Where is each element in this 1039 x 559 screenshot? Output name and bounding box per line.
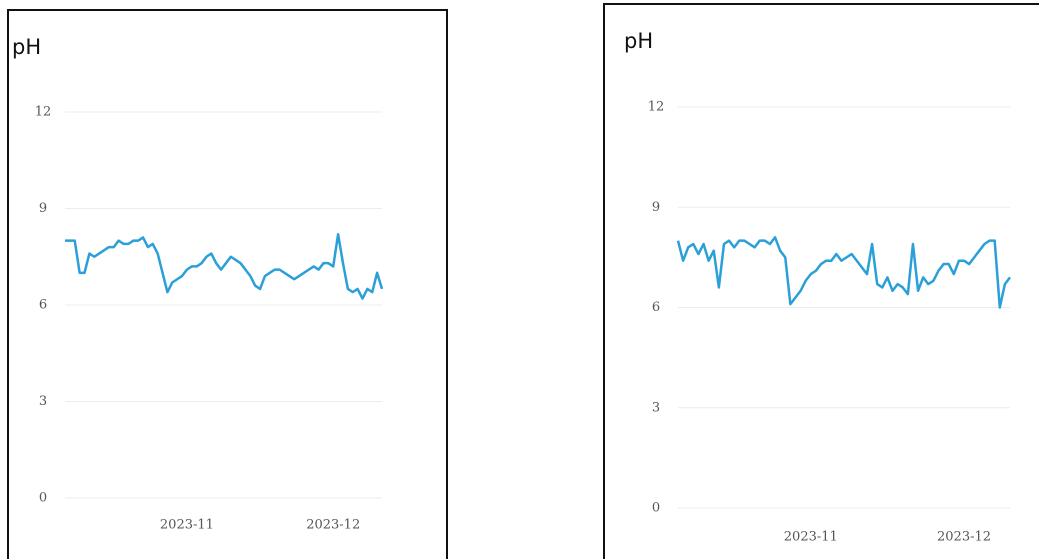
- y-tick-label: 0: [39, 491, 47, 506]
- x-tick-label: 2023-12: [306, 518, 360, 533]
- y-tick-label: 0: [652, 501, 660, 516]
- panel: [603, 3, 1039, 559]
- y-tick-label: 9: [39, 201, 47, 216]
- chart-title: pH: [12, 35, 41, 59]
- y-tick-label: 6: [652, 300, 660, 315]
- y-tick-label: 12: [648, 100, 665, 115]
- x-tick-label: 2023-11: [160, 518, 214, 533]
- y-tick-label: 3: [652, 400, 660, 415]
- line: [65, 232, 384, 300]
- chart-title: pH: [624, 29, 653, 53]
- y-tick-label: 9: [652, 200, 660, 215]
- y-tick-label: 3: [39, 394, 47, 409]
- y-tick-label: 6: [39, 298, 47, 313]
- x-tick-label: 2023-12: [937, 530, 991, 545]
- y-tick-label: 12: [35, 105, 52, 120]
- line: [676, 236, 1011, 309]
- x-tick-label: 2023-11: [784, 530, 838, 545]
